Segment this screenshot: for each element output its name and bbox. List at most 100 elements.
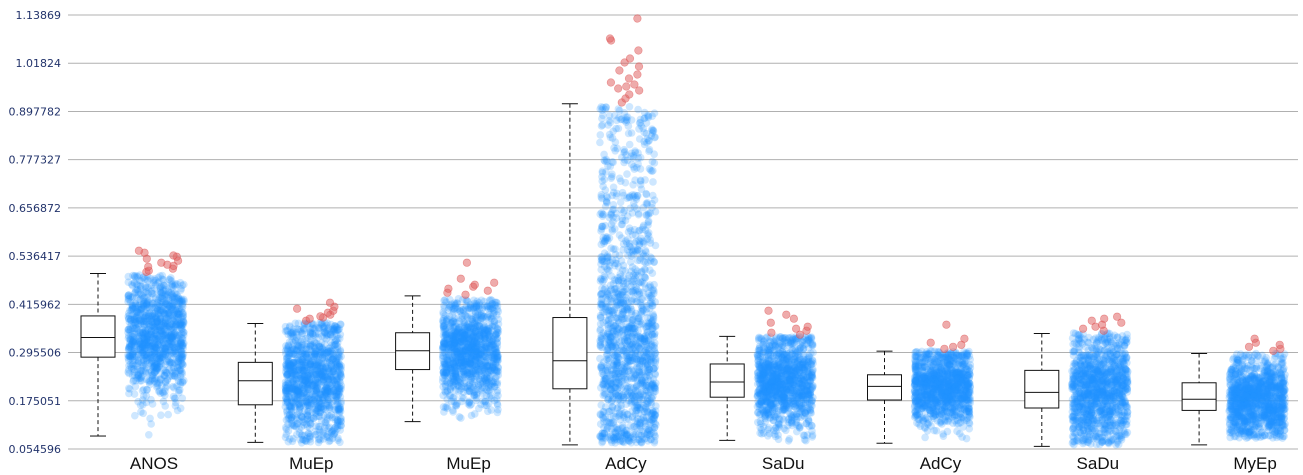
outlier-point bbox=[625, 54, 635, 63]
data-point bbox=[135, 341, 143, 349]
data-point bbox=[621, 156, 629, 164]
data-point bbox=[172, 333, 181, 341]
data-point bbox=[482, 348, 491, 356]
y-tick-label: 0.897782 bbox=[9, 105, 62, 118]
data-point bbox=[153, 338, 162, 346]
data-point bbox=[148, 356, 156, 365]
data-point bbox=[157, 326, 165, 335]
data-point bbox=[488, 380, 497, 388]
data-point bbox=[149, 278, 158, 287]
data-point bbox=[598, 169, 607, 177]
y-tick-label: 0.415962 bbox=[9, 298, 62, 311]
data-point bbox=[128, 340, 136, 348]
data-point bbox=[642, 248, 650, 256]
data-point bbox=[139, 362, 147, 371]
outlier-point bbox=[316, 312, 325, 321]
data-point bbox=[140, 341, 148, 350]
data-point bbox=[326, 381, 335, 390]
data-point bbox=[646, 257, 655, 265]
data-point bbox=[150, 332, 158, 341]
data-point bbox=[124, 278, 133, 287]
data-point bbox=[283, 378, 292, 386]
data-point bbox=[645, 431, 653, 440]
data-point bbox=[297, 439, 306, 447]
data-point bbox=[152, 313, 160, 322]
data-point bbox=[160, 345, 169, 353]
data-point bbox=[642, 189, 650, 198]
data-point bbox=[596, 131, 605, 139]
data-point bbox=[597, 361, 606, 370]
data-point bbox=[628, 316, 636, 325]
data-point bbox=[161, 297, 170, 306]
data-point bbox=[596, 341, 605, 349]
data-point bbox=[472, 301, 481, 310]
data-point bbox=[323, 349, 331, 357]
data-point bbox=[334, 390, 343, 399]
outlier-point bbox=[624, 74, 634, 83]
data-point bbox=[168, 367, 176, 375]
outlier-point bbox=[134, 246, 143, 255]
data-point bbox=[153, 360, 161, 369]
data-point bbox=[133, 374, 141, 382]
data-point bbox=[452, 330, 461, 339]
data-point bbox=[644, 211, 653, 219]
data-point bbox=[159, 351, 167, 359]
data-point bbox=[139, 330, 148, 338]
data-point bbox=[155, 363, 163, 371]
data-point bbox=[154, 341, 163, 349]
data-point bbox=[147, 288, 155, 296]
data-point bbox=[168, 316, 177, 325]
data-point bbox=[136, 290, 145, 298]
data-point bbox=[334, 404, 343, 413]
data-point bbox=[160, 371, 168, 380]
data-point bbox=[596, 354, 604, 363]
data-point bbox=[607, 307, 616, 316]
data-point bbox=[167, 325, 175, 334]
data-point bbox=[643, 400, 652, 408]
data-point bbox=[134, 273, 142, 281]
data-point bbox=[156, 315, 164, 324]
data-point bbox=[641, 266, 650, 274]
data-point bbox=[645, 136, 653, 145]
data-point bbox=[173, 339, 182, 348]
data-point bbox=[306, 357, 314, 366]
data-point bbox=[152, 344, 161, 352]
data-point bbox=[491, 298, 499, 307]
data-point bbox=[136, 344, 144, 353]
outlier-point bbox=[461, 290, 470, 299]
data-point bbox=[163, 291, 172, 299]
data-point bbox=[606, 118, 615, 127]
data-point bbox=[140, 338, 149, 347]
data-point bbox=[314, 395, 323, 403]
data-point bbox=[172, 340, 180, 349]
data-point bbox=[156, 319, 164, 328]
data-point bbox=[448, 319, 456, 328]
data-point bbox=[147, 342, 156, 350]
data-point bbox=[127, 362, 135, 371]
data-point bbox=[484, 366, 493, 375]
data-point bbox=[170, 293, 179, 302]
data-point bbox=[615, 231, 624, 239]
data-point bbox=[170, 323, 179, 331]
data-point bbox=[155, 387, 163, 396]
data-point bbox=[462, 301, 471, 310]
data-point bbox=[146, 343, 155, 351]
data-point bbox=[636, 344, 644, 352]
data-point bbox=[617, 367, 626, 376]
data-point bbox=[465, 387, 474, 395]
data-point bbox=[134, 288, 142, 297]
data-point bbox=[166, 276, 174, 284]
data-point bbox=[159, 331, 167, 339]
data-point bbox=[164, 339, 173, 348]
data-point bbox=[648, 203, 656, 212]
data-point bbox=[171, 369, 180, 378]
data-point bbox=[597, 401, 605, 409]
data-point bbox=[636, 334, 645, 343]
data-point bbox=[632, 309, 640, 318]
data-point bbox=[145, 378, 153, 386]
data-point bbox=[154, 340, 162, 349]
data-point bbox=[176, 404, 185, 413]
data-point bbox=[619, 377, 627, 385]
data-point bbox=[174, 357, 182, 366]
data-point bbox=[180, 295, 188, 304]
